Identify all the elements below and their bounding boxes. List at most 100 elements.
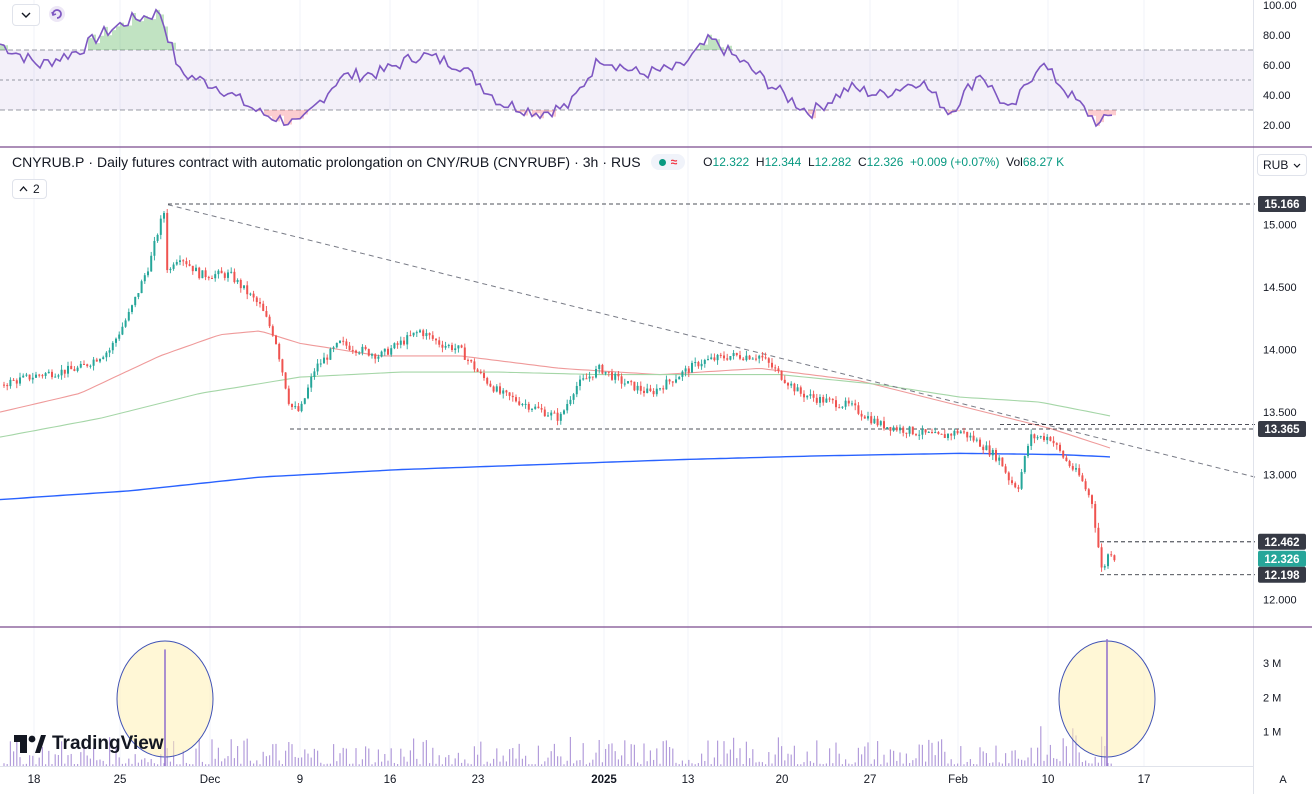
candle-body — [38, 374, 41, 376]
candle — [326, 354, 329, 365]
candle-body — [687, 368, 690, 373]
candle — [492, 385, 495, 393]
price-label-text: 13.365 — [1264, 424, 1300, 436]
candle — [867, 411, 869, 421]
candle-body — [54, 376, 57, 378]
candle-body — [921, 429, 924, 435]
time-tick-label: 17 — [1138, 774, 1151, 786]
candle-body — [748, 355, 751, 360]
candle — [28, 374, 31, 382]
tradingview-logo[interactable]: TradingView — [14, 733, 164, 755]
candle-body — [543, 409, 546, 417]
candle — [278, 342, 281, 362]
candle — [35, 371, 37, 379]
candle-body — [419, 330, 421, 333]
candle-body — [559, 413, 562, 421]
candle — [982, 444, 985, 454]
candle — [377, 354, 380, 363]
candle-body — [777, 368, 780, 371]
candle — [451, 342, 453, 353]
candle-body — [134, 296, 137, 306]
candle — [662, 385, 665, 394]
candle-body — [643, 390, 645, 393]
candle — [435, 337, 437, 345]
candle — [361, 344, 364, 356]
candle — [307, 384, 309, 400]
candle — [806, 395, 809, 400]
candle-body — [812, 394, 815, 398]
candle — [921, 425, 924, 440]
candle-body — [841, 406, 844, 408]
moving-average-line — [0, 330, 1111, 449]
candle-body — [524, 403, 527, 405]
candle — [515, 394, 517, 403]
currency-select[interactable]: RUB — [1257, 154, 1307, 176]
tradingview-logo-icon — [14, 735, 46, 753]
candle — [380, 350, 383, 358]
refresh-icon[interactable] — [48, 5, 66, 23]
market-status-badge[interactable]: ≈ — [650, 154, 686, 170]
candle-body — [1052, 440, 1055, 444]
candle — [630, 379, 633, 386]
candle-body — [1004, 466, 1007, 473]
candle-body — [515, 397, 517, 402]
candle — [953, 428, 956, 440]
candle-body — [89, 365, 92, 367]
candle — [329, 347, 332, 361]
candle — [1004, 463, 1007, 474]
time-tick-label: 18 — [28, 774, 41, 786]
candle-body — [844, 400, 847, 407]
candle-body — [623, 383, 626, 385]
symbol-name[interactable]: CNYRUB.P — [12, 154, 85, 170]
candle — [537, 401, 540, 409]
candle-body — [927, 431, 930, 433]
candle-body — [678, 376, 681, 380]
candle-body — [915, 434, 917, 436]
candle-body — [1065, 457, 1068, 462]
candle-body — [435, 338, 437, 341]
candle-body — [1055, 443, 1058, 445]
candle-body — [76, 367, 79, 371]
candle — [156, 233, 159, 243]
candle — [774, 364, 777, 372]
candle — [470, 359, 473, 363]
candle — [313, 368, 316, 380]
candle — [233, 268, 236, 284]
candle — [255, 295, 258, 307]
auto-scale-button[interactable]: A — [1274, 771, 1292, 789]
candle — [67, 361, 69, 378]
candle — [1055, 442, 1058, 450]
candle — [297, 402, 300, 412]
time-tick-label: Feb — [948, 774, 968, 786]
candle — [467, 358, 469, 365]
interval-label[interactable]: 3h — [582, 154, 599, 170]
candle-body — [371, 354, 373, 356]
candle — [1039, 435, 1042, 439]
collapse-pane-button[interactable] — [12, 4, 40, 26]
candle-body — [931, 431, 933, 434]
price-label-text: 12.462 — [1264, 537, 1299, 549]
candle-body — [399, 340, 402, 345]
candle — [678, 375, 681, 380]
candle — [262, 300, 265, 312]
candle — [332, 345, 335, 353]
candle — [815, 393, 818, 405]
candle — [761, 351, 764, 361]
price-label-bg — [1258, 420, 1306, 437]
candle — [1011, 476, 1013, 486]
candle — [1020, 468, 1023, 490]
candle-body — [639, 385, 642, 391]
candle — [979, 437, 981, 447]
volume-tick-label: 1 M — [1263, 727, 1281, 739]
indicators-toggle-button[interactable]: 2 — [12, 179, 47, 199]
candle — [89, 364, 92, 369]
price-panel[interactable] — [0, 203, 1256, 576]
candle-body — [1023, 456, 1026, 473]
candle-body — [1091, 495, 1093, 504]
candle-body — [227, 272, 229, 278]
candle — [681, 370, 684, 381]
candle-body — [86, 364, 89, 367]
candle-body — [431, 335, 434, 339]
